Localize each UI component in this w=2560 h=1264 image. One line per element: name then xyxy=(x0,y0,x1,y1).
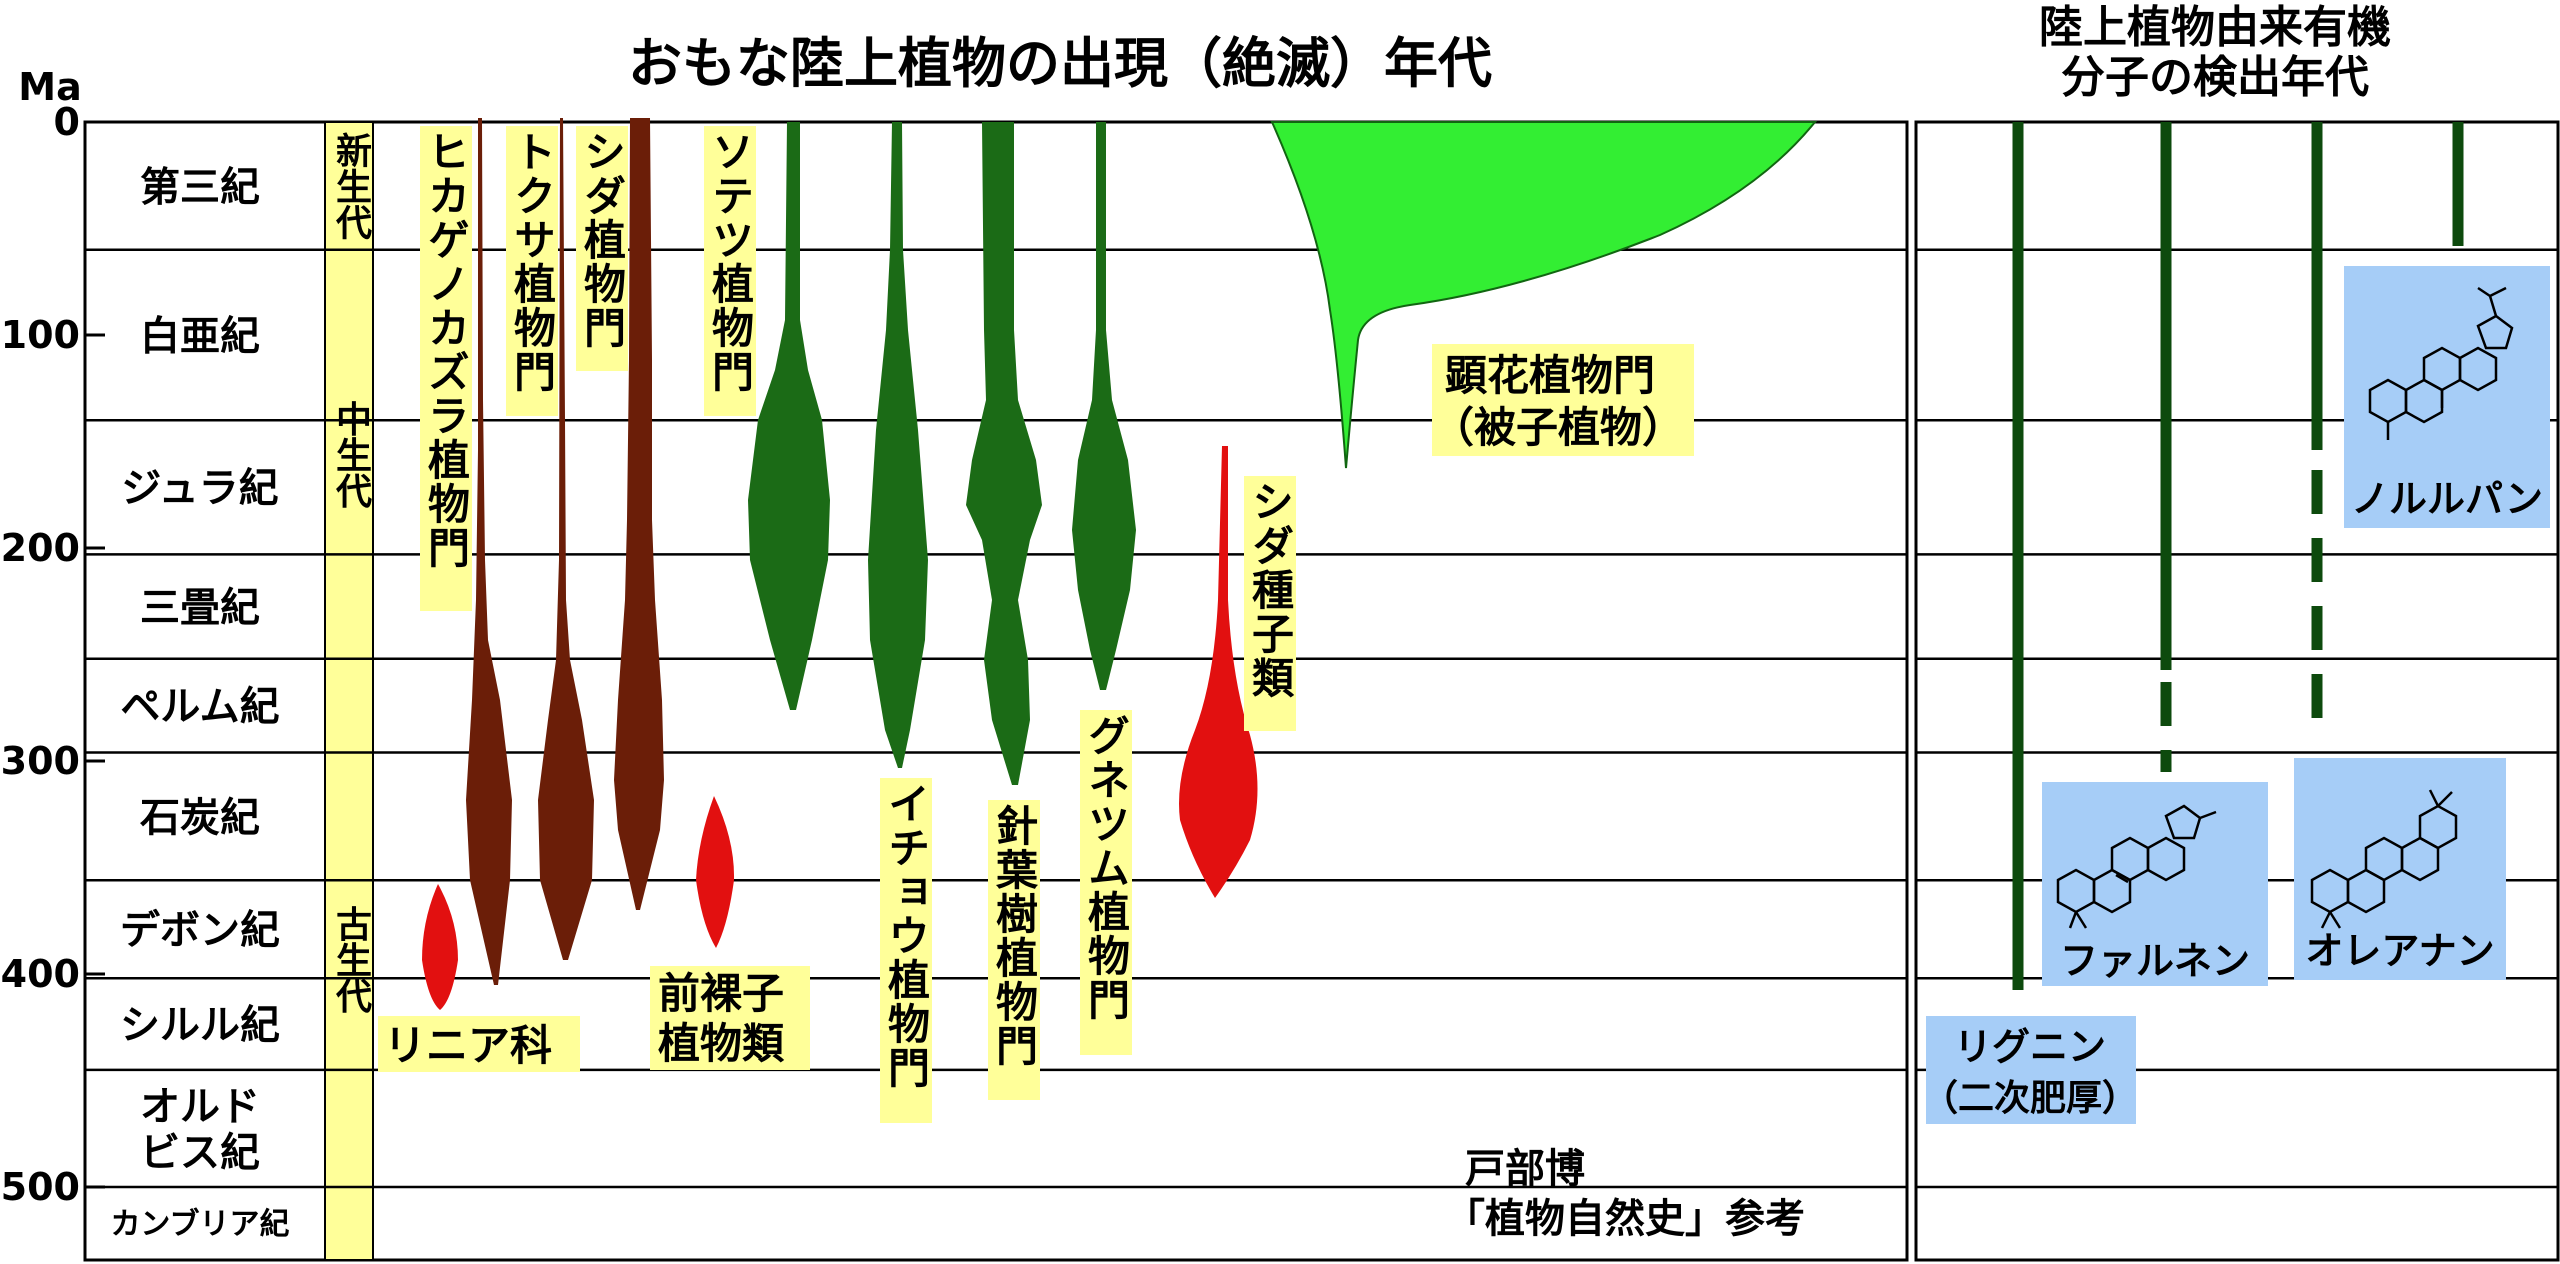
ginkgo-label-bg xyxy=(880,778,932,1123)
seed-fern-label-bg xyxy=(1244,476,1296,731)
fern-label-bg xyxy=(576,126,628,371)
progymnosperm-label-line1: 前裸子 xyxy=(658,969,784,1018)
gnetum-shape xyxy=(1072,122,1136,690)
era-column xyxy=(324,121,374,1261)
fern-label: シダ植物門 xyxy=(578,130,627,350)
period-label: シルル紀 xyxy=(120,1002,280,1048)
lycophyte-label: ヒカゲノカズラ植物門 xyxy=(422,130,471,570)
period-label: オルド xyxy=(140,1084,260,1130)
farnene-box xyxy=(2042,782,2268,986)
period-label: ペルム紀 xyxy=(120,684,279,730)
era-label: 古生代 xyxy=(330,905,373,1013)
oleanane-structure-icon xyxy=(2310,789,2458,929)
farnene-label: ファルネン xyxy=(2060,939,2250,983)
angiosperm-shape xyxy=(1270,121,1818,469)
angiosperm-label-line1: 顕花植物門 xyxy=(1445,351,1655,400)
right-panel-title-line2: 分子の検出年代 xyxy=(2061,52,2369,103)
rhyniaceae-label-bg xyxy=(378,1016,580,1072)
credit-author: 戸部博 xyxy=(1465,1146,1585,1192)
horsetail-label-bg xyxy=(506,126,558,416)
fern-shape xyxy=(614,118,664,910)
lignin-box xyxy=(1926,1016,2136,1124)
period-label: ジュラ紀 xyxy=(121,466,278,512)
progymnosperm-label-bg xyxy=(650,966,810,1070)
axis-tick-label: 500 xyxy=(1,1165,80,1209)
period-label: 三畳紀 xyxy=(140,585,260,631)
cycad-shape xyxy=(748,122,830,710)
axis-ticks: 0 100 200 300 400 500 xyxy=(1,100,105,1209)
lycophyte-shape xyxy=(466,118,512,985)
lignin-sublabel: （二次肥厚） xyxy=(1922,1078,2138,1119)
right-panel-title-line1: 陸上植物由来有機 xyxy=(2039,2,2391,53)
rhyniaceae-label: リニア科 xyxy=(384,1021,552,1070)
rhyniaceae-shape xyxy=(422,884,458,1010)
farnene-structure-icon xyxy=(2056,804,2217,929)
period-label: 石炭紀 xyxy=(140,795,260,841)
conifer-label: 針葉樹植物門 xyxy=(990,804,1039,1068)
conifer-label-bg xyxy=(988,800,1040,1100)
lycophyte-label-bg xyxy=(420,126,472,611)
ginkgo-shape xyxy=(868,122,928,768)
horsetail-shape xyxy=(538,118,594,960)
period-label: 白亜紀 xyxy=(140,313,260,359)
norlupane-box xyxy=(2344,266,2550,528)
oleanane-label: オレアナン xyxy=(2305,929,2494,973)
axis-tick-label: 100 xyxy=(1,313,80,357)
progymnosperm-shape xyxy=(696,796,735,948)
period-label: 第三紀 xyxy=(140,164,260,210)
axis-tick-label: 200 xyxy=(1,526,80,570)
norlupane-label: ノルルパン xyxy=(2351,477,2543,521)
credit-source: 「植物自然史」参考 xyxy=(1445,1196,1805,1242)
progymnosperm-label-line2: 植物類 xyxy=(658,1019,785,1068)
cycad-label: ソテツ植物門 xyxy=(706,130,755,394)
ginkgo-label: イチョウ植物門 xyxy=(882,782,931,1090)
angiosperm-label-line2: （被子植物） xyxy=(1432,403,1684,452)
cycad-label-bg xyxy=(704,126,756,416)
axis-tick-label: 0 xyxy=(54,100,80,144)
gnetum-label-bg xyxy=(1080,710,1132,1055)
seed-fern-shape xyxy=(1179,446,1258,898)
seed-fern-label: シダ種子類 xyxy=(1246,480,1295,700)
era-label: 新生代 xyxy=(330,132,373,240)
lignin-label: リグニン xyxy=(1954,1025,2106,1069)
axis-tick-label: 300 xyxy=(1,739,80,783)
diagram-title: おもな陸上植物の出現（絶滅）年代 xyxy=(628,32,1492,95)
era-label: 中生代 xyxy=(330,400,373,508)
period-label: ビス紀 xyxy=(140,1130,260,1176)
conifer-shape xyxy=(966,122,1042,785)
period-label: デボン紀 xyxy=(120,908,280,954)
gnetum-label: グネツム植物門 xyxy=(1082,714,1131,1022)
period-label: カンブリア紀 xyxy=(110,1207,289,1242)
right-panel-frame xyxy=(1914,120,2560,1262)
norlupane-structure-icon xyxy=(2368,286,2514,440)
axis-tick-label: 400 xyxy=(1,952,80,996)
axis-unit-label: Ma xyxy=(18,65,81,109)
horsetail-label: トクサ植物門 xyxy=(508,130,557,394)
angiosperm-label-bg xyxy=(1432,344,1694,456)
